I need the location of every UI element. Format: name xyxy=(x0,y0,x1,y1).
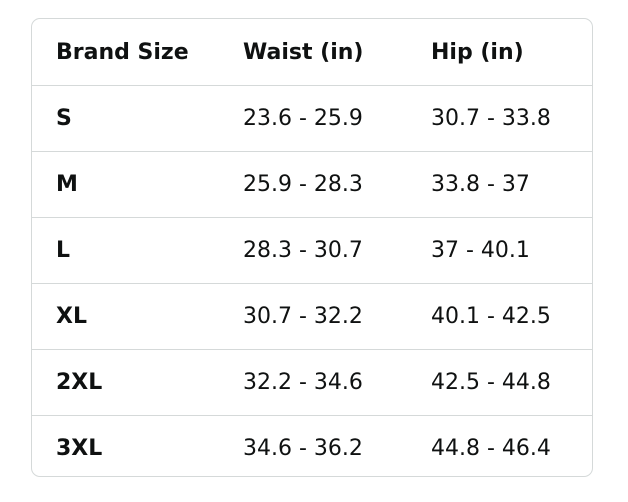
size-cell: M xyxy=(32,151,219,218)
hip-cell: 44.8 - 46.4 xyxy=(431,436,551,461)
header-brand-size: Brand Size xyxy=(32,19,219,86)
table-header-row: Brand Size Waist (in) Hip (in) xyxy=(32,19,592,86)
waist-cell: 34.6 - 36.2 xyxy=(243,436,363,461)
size-chart-table: Brand Size Waist (in) Hip (in) S 23.6 - … xyxy=(32,19,592,477)
size-cell: 2XL xyxy=(32,349,219,416)
waist-cell: 30.7 - 32.2 xyxy=(219,283,407,350)
size-chart-card: Brand Size Waist (in) Hip (in) S 23.6 - … xyxy=(31,18,593,477)
hip-cell: 40.1 - 42.5 xyxy=(407,283,592,350)
hip-cell: 30.7 - 33.8 xyxy=(407,85,592,152)
waist-cell: 25.9 - 28.3 xyxy=(219,151,407,218)
table-row: 2XL 32.2 - 34.6 42.5 - 44.8 xyxy=(32,349,592,416)
hip-cell: 33.8 - 37 xyxy=(407,151,592,218)
table-row: S 23.6 - 25.9 30.7 - 33.8 xyxy=(32,85,592,152)
hip-cell: 42.5 - 44.8 xyxy=(407,349,592,416)
table-row: M 25.9 - 28.3 33.8 - 37 xyxy=(32,151,592,218)
table-row: XL 30.7 - 32.2 40.1 - 42.5 xyxy=(32,283,592,350)
waist-cell: 32.2 - 34.6 xyxy=(219,349,407,416)
size-cell: S xyxy=(32,85,219,152)
waist-cell: 23.6 - 25.9 xyxy=(219,85,407,152)
header-waist: Waist (in) xyxy=(219,19,407,86)
size-cell: 3XL xyxy=(56,436,103,461)
table-row: 3XL 34.6 - 36.2 44.8 - 46.4 xyxy=(32,416,592,477)
size-cell: L xyxy=(32,217,219,284)
hip-cell: 37 - 40.1 xyxy=(407,217,592,284)
header-hip: Hip (in) xyxy=(407,19,592,86)
waist-cell: 28.3 - 30.7 xyxy=(219,217,407,284)
table-row: L 28.3 - 30.7 37 - 40.1 xyxy=(32,217,592,284)
size-cell: XL xyxy=(32,283,219,350)
